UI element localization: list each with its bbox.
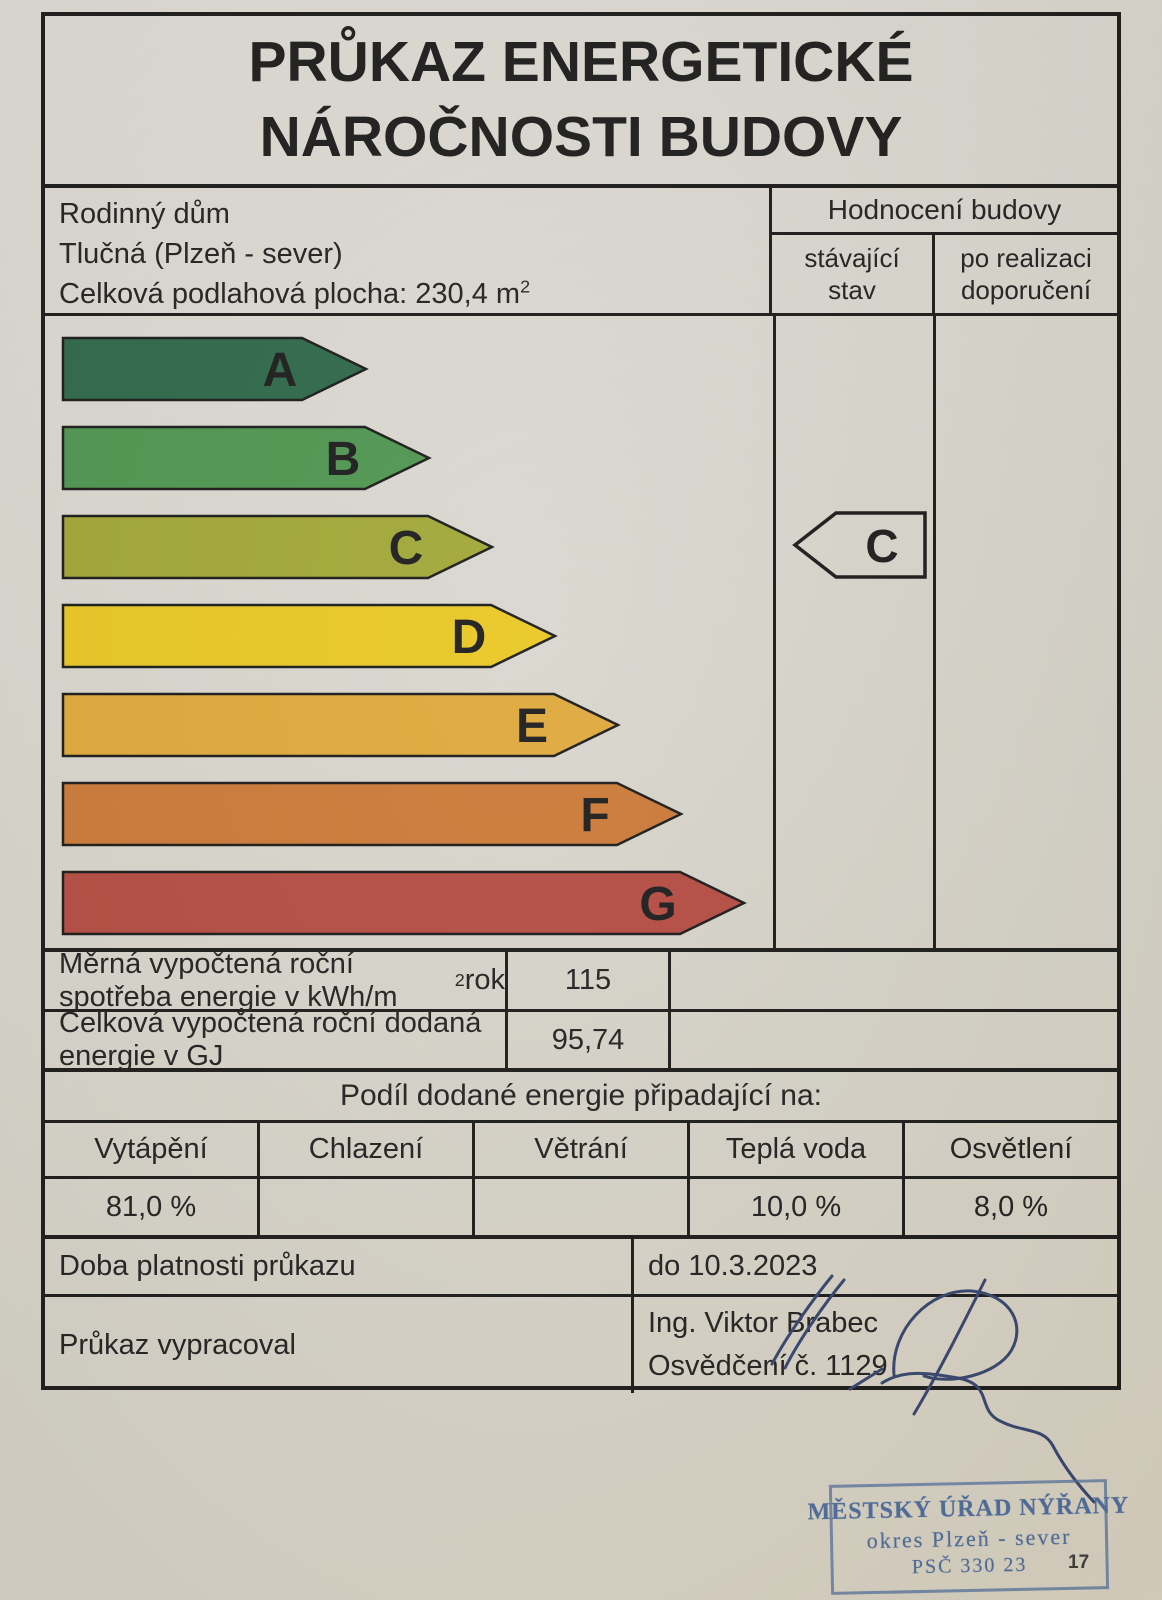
share-val-cooling (257, 1179, 472, 1235)
rating-bar-G (61, 870, 747, 936)
rating-letter-G: G (639, 878, 676, 931)
current-rating-indicator: C (790, 507, 930, 583)
rating-letter-D: D (452, 611, 487, 664)
energy-share-header: Podíl dodané energie připadající na: (45, 1072, 1117, 1123)
title-line-1: PRŮKAZ ENERGETICKÉ (248, 29, 914, 94)
metric-specific-current: 115 (505, 952, 668, 1009)
metric-total-current: 95,74 (505, 1012, 668, 1068)
page-number: 17 (1068, 1552, 1090, 1573)
rating-letter-F: F (580, 789, 609, 842)
col-recommended: po realizaci doporučení (932, 235, 1117, 313)
author-value: Ing. Viktor Brabec Osvědčení č. 1129 (631, 1297, 1117, 1393)
certificate-table: PRŮKAZ ENERGETICKÉ NÁROČNOSTI BUDOVY Rod… (41, 12, 1121, 1393)
rating-letter-B: B (326, 433, 361, 486)
share-col-heating: Vytápění (94, 1133, 208, 1165)
author-certificate: Osvědčení č. 1129 (648, 1350, 888, 1382)
validity-value: do 10.3.2023 (631, 1239, 1117, 1294)
official-stamp: MĚSTSKÝ ÚŘAD NÝŘANY okres Plzeň - sever … (807, 1479, 1129, 1595)
share-val-hot-water: 10,0 % (687, 1179, 902, 1235)
metric-specific-recommended (668, 952, 1117, 1009)
floor-area-sup: 2 (520, 276, 531, 297)
assessment-subcolumns: stávající stav po realizaci doporučení (772, 235, 1117, 313)
assessment-header: Hodnocení budovy stávající stav po reali… (769, 188, 1117, 313)
share-val-heating: 81,0 % (105, 1190, 197, 1223)
energy-share-columns: Vytápění Chlazení Větrání Teplá voda Osv… (45, 1123, 1117, 1179)
stamp-district: okres Plzeň - sever (866, 1523, 1072, 1554)
energy-share-values: 81,0 % 10,0 % 8,0 % (45, 1179, 1117, 1239)
rating-letter-A: A (263, 344, 298, 397)
column-divider-1 (773, 316, 776, 948)
rating-letter-E: E (516, 700, 548, 753)
metric-specific-label: Měrná vypočtená roční spotřeba energie v… (45, 948, 505, 1013)
validity-label: Doba platnosti průkazu (59, 1250, 356, 1282)
rating-bar-F (61, 781, 684, 847)
share-col-hot-water: Teplá voda (687, 1123, 902, 1176)
share-val-ventilation (472, 1179, 687, 1235)
share-val-lighting: 8,0 % (902, 1179, 1117, 1235)
stamp-postal-code: PSČ 330 23 (911, 1553, 1028, 1579)
assessment-title: Hodnocení budovy (772, 188, 1117, 235)
metric-row-specific: Měrná vypočtená roční spotřeba energie v… (45, 948, 1117, 1013)
current-rating-arrow: C (792, 511, 927, 579)
title-line-2: NÁROČNOSTI BUDOVY (259, 105, 903, 169)
rating-bar-C (61, 514, 495, 580)
metric-total-recommended (668, 1012, 1117, 1068)
col-current-state: stávající stav (772, 235, 932, 313)
metric-total-text: Celková vypočtená roční dodaná energie v… (59, 1007, 482, 1072)
metric-specific-sup: 2 (454, 970, 465, 990)
rating-bar-D (61, 603, 558, 669)
building-type: Rodinný dům (59, 198, 230, 230)
metric-specific-suffix: rok (464, 964, 505, 996)
col-current-line1: stávající (804, 242, 900, 273)
header-row: Rodinný dům Tlučná (Plzeň - sever) Celko… (45, 188, 1117, 316)
rating-bar-B (61, 425, 432, 491)
col-recommended-line1: po realizaci (960, 242, 1092, 273)
validity-row: Doba platnosti průkazu do 10.3.2023 (45, 1239, 1117, 1297)
stamp-office-name: MĚSTSKÝ ÚŘAD NÝŘANY (807, 1492, 1130, 1526)
share-col-lighting: Osvětlení (902, 1123, 1117, 1176)
metric-total-label: Celková vypočtená roční dodaná energie v… (45, 1007, 505, 1072)
share-col-cooling: Chlazení (257, 1123, 472, 1176)
title-block: PRŮKAZ ENERGETICKÉ NÁROČNOSTI BUDOVY (45, 16, 1117, 188)
col-current-line2: stav (828, 275, 876, 305)
rating-bar-A (61, 336, 369, 402)
metric-specific-text: Měrná vypočtená roční spotřeba energie v… (59, 947, 398, 1013)
column-divider-2 (933, 316, 936, 948)
rating-letter-C: C (389, 522, 424, 575)
rating-bar-E (61, 692, 621, 758)
svg-text:C: C (865, 520, 898, 572)
col-recommended-line2: doporučení (960, 275, 1092, 305)
building-floor-area: Celková podlahová plocha: 230,4 m2 (59, 274, 755, 314)
author-name: Ing. Viktor Brabec (648, 1306, 878, 1339)
author-label: Průkaz vypracoval (59, 1328, 296, 1361)
share-col-ventilation: Větrání (472, 1123, 687, 1176)
building-location: Tlučná (Plzeň - sever) (59, 238, 343, 271)
metric-row-total: Celková vypočtená roční dodaná energie v… (45, 1007, 1117, 1072)
author-row: Průkaz vypracoval Ing. Viktor Brabec Osv… (45, 1297, 1117, 1393)
floor-area-text: Celková podlahová plocha: 230,4 m (59, 278, 521, 311)
building-info: Rodinný dům Tlučná (Plzeň - sever) Celko… (45, 188, 769, 313)
